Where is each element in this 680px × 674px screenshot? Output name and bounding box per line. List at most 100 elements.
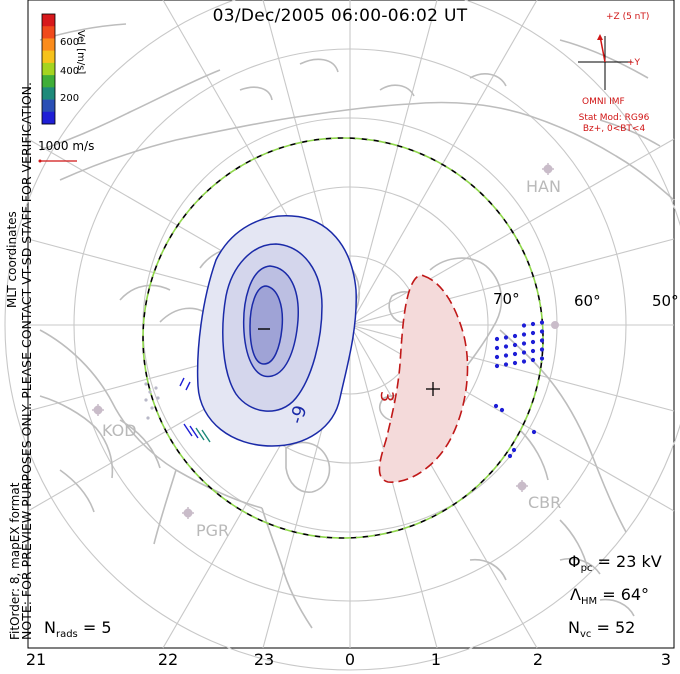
mlt-label: 0: [344, 650, 356, 669]
velocity-vector: [201, 429, 211, 443]
colorbar-swatch: [42, 14, 55, 27]
velocity-vector: [195, 427, 205, 441]
colorbar-swatch: [42, 62, 55, 76]
colorbar-swatch: [42, 87, 55, 100]
velocity-vector: [185, 381, 191, 391]
colorbar-swatch: [42, 111, 55, 125]
velocity-vector: [521, 341, 527, 346]
station-label-cbr: CBR: [528, 493, 562, 512]
velocity-vector: [503, 335, 509, 340]
velocity-vector: [494, 363, 500, 369]
velocity-vector: [511, 447, 517, 453]
station-marker-han: [542, 163, 554, 175]
negative-potential-cell: [196, 215, 357, 447]
velocity-vector: [183, 423, 193, 437]
imf-model-1: Stat Mod: RG96: [578, 113, 650, 123]
imf-z-label: +Z (5 nT): [606, 12, 650, 22]
plot-frame: [27, 0, 675, 649]
velocity-vector: [530, 348, 536, 354]
velocity-vector: [150, 406, 154, 410]
station-markers: [92, 163, 559, 519]
lat-label-50: 50°: [652, 292, 679, 310]
velocity-vector: [499, 407, 505, 413]
coast-hudson-bay: [285, 441, 331, 493]
coast-asia-east: [39, 23, 661, 151]
stat-lambda-hm: ΛHM = 64°: [570, 585, 650, 608]
velocity-vector: [512, 351, 518, 357]
lat-circle-40: [4, 0, 680, 671]
fit-note: FitOrder: 8, mapEX format: [8, 482, 22, 640]
coast-europe: [499, 329, 627, 571]
velocity-vector: [539, 338, 545, 343]
map-title: 03/Dec/2005 06:00-06:02 UT: [212, 6, 468, 26]
velocity-vector: [494, 354, 500, 360]
pos-contour: [378, 274, 469, 483]
velocity-vector: [146, 416, 150, 420]
velocity-vectors-nightside: [144, 377, 211, 443]
velocity-vectors-dayside: [493, 320, 545, 459]
velocity-vector: [521, 350, 527, 355]
velocity-vector: [530, 321, 536, 327]
velocity-vector: [494, 345, 500, 351]
coordinate-note: MLT coordinates: [5, 211, 19, 308]
mlt-label: 2: [532, 650, 544, 669]
velocity-vector: [512, 333, 518, 339]
colorbar-title: Vel [m/s]: [75, 30, 86, 75]
colorbar-swatch: [42, 99, 55, 113]
stat-nrads: Nrads = 5: [44, 618, 112, 641]
colorbar-tick-label: 200: [60, 93, 80, 104]
velocity-vector: [189, 425, 199, 439]
vector-scale-label: 1000 m/s: [38, 139, 95, 153]
station-marker-cbr: [516, 480, 528, 492]
imf-dial: [578, 34, 632, 90]
velocity-vector: [530, 330, 536, 336]
velocity-vector: [539, 356, 545, 361]
station-marker-kod: [92, 404, 104, 416]
mlt-label: 3: [660, 650, 672, 669]
velocity-vector: [521, 332, 527, 337]
neg-contour-core: [249, 285, 284, 365]
velocity-vector: [530, 339, 536, 345]
velocity-vector: [179, 377, 185, 387]
coast-siberia: [59, 101, 675, 201]
colorbar-tick-label: 400: [60, 66, 80, 77]
velocity-vector: [148, 390, 152, 394]
colorbar-swatch: [42, 75, 55, 88]
velocity-vector: [144, 382, 148, 386]
velocity-vector: [521, 323, 527, 328]
coast-north-america: [39, 329, 313, 629]
velocity-vector: [521, 359, 527, 364]
lat-label-marker: [551, 321, 559, 329]
mlt-label: 1: [430, 650, 442, 669]
velocity-vector: [512, 342, 518, 348]
coast-siberia-islands: [239, 58, 507, 101]
station-label-kod: KOD: [102, 421, 137, 440]
velocity-vector: [539, 347, 545, 352]
velocity-vector: [539, 320, 545, 325]
stat-phi-pc: Φpc = 23 kV: [568, 552, 662, 575]
coast-atlantic-islands: [469, 558, 635, 617]
velocity-vector: [144, 398, 148, 402]
velocity-vector: [503, 344, 509, 349]
imf-model-2: Bz+, 0<BT<4: [582, 124, 646, 134]
hm-boundary-green: [142, 137, 544, 539]
colorbar-swatch: [42, 38, 55, 51]
station-marker-pgr: [182, 507, 194, 519]
colorbar-tick-label: 600: [60, 37, 80, 48]
max-marker: [426, 382, 440, 396]
coast-alaska: [39, 395, 114, 513]
velocity-vector: [531, 429, 537, 435]
velocity-vector: [494, 336, 500, 342]
imf-vector: [599, 35, 606, 63]
positive-potential-cell: [378, 274, 469, 483]
velocity-vector: [539, 329, 545, 334]
velocity-colorbar: [41, 13, 56, 125]
stat-nvc: Nvc = 52: [568, 618, 636, 641]
velocity-vector: [156, 396, 160, 400]
velocity-vector: [503, 362, 509, 367]
colorbar-swatch: [42, 50, 55, 64]
mlt-label: 21: [25, 650, 47, 669]
velocity-vector: [507, 453, 513, 459]
lat-label-70: 70°: [493, 290, 520, 308]
